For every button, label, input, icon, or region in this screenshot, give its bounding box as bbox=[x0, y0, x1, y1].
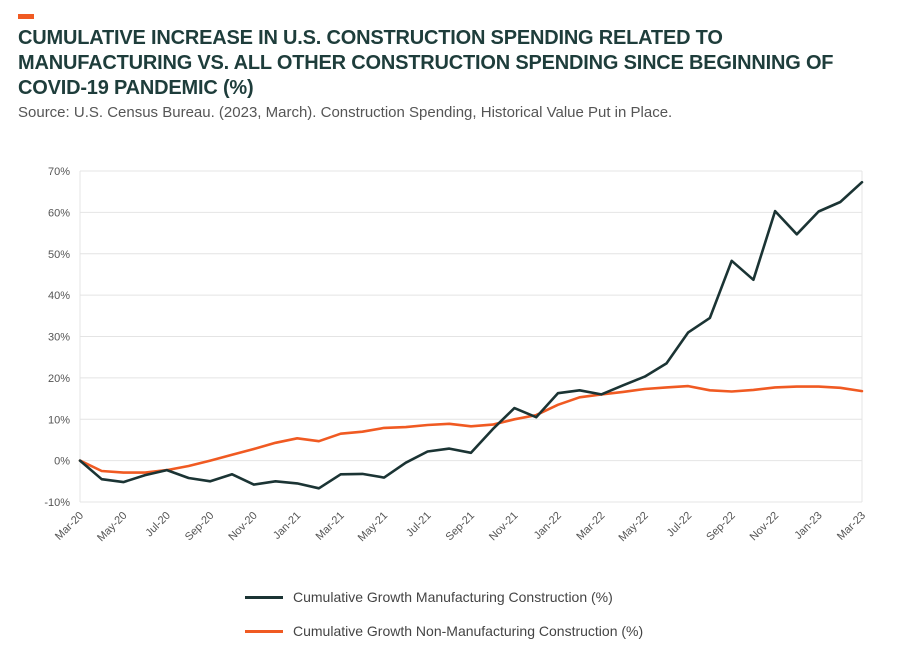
x-tick-label: Jan-21 bbox=[271, 510, 303, 542]
gridlines bbox=[79, 170, 863, 503]
y-tick-label: 50% bbox=[48, 249, 70, 261]
y-tick-label: 20% bbox=[48, 373, 70, 385]
y-tick-label: 70% bbox=[48, 166, 70, 178]
x-tick-label: Nov-20 bbox=[226, 510, 260, 544]
y-tick-label: 10% bbox=[48, 414, 70, 426]
x-tick-label: Sep-21 bbox=[444, 510, 478, 544]
x-tick-label: Mar-23 bbox=[835, 510, 868, 543]
legend-label-manufacturing: Cumulative Growth Manufacturing Construc… bbox=[293, 589, 613, 605]
series-line-non-manufacturing bbox=[78, 384, 864, 474]
series-lines bbox=[78, 180, 864, 490]
legend-swatch-non-manufacturing bbox=[245, 630, 283, 633]
y-axis-ticks: -10% 0% 10% 20% 30% 40% 50% 60% 70% bbox=[44, 166, 70, 509]
x-tick-label: Mar-21 bbox=[314, 510, 347, 543]
x-axis-ticks: Mar-20 May-20 Jul-20 Sep-20 Nov-20 Jan-21 Mar-… bbox=[53, 510, 868, 544]
x-tick-label: Jul-22 bbox=[665, 510, 695, 540]
x-tick-label: May-22 bbox=[616, 510, 650, 544]
y-tick-label: 60% bbox=[48, 207, 70, 219]
x-tick-label: Jul-20 bbox=[143, 510, 173, 540]
x-tick-label: Nov-21 bbox=[487, 510, 521, 544]
x-tick-label: Sep-20 bbox=[183, 510, 217, 544]
y-tick-label: -10% bbox=[44, 497, 70, 509]
x-tick-label: Mar-20 bbox=[53, 510, 86, 543]
x-tick-label: Jan-23 bbox=[792, 510, 824, 542]
x-tick-label: Mar-22 bbox=[574, 510, 607, 543]
legend-label-non-manufacturing: Cumulative Growth Non-Manufacturing Cons… bbox=[293, 623, 644, 639]
title-accent-bar bbox=[18, 14, 34, 19]
x-tick-label: Sep-22 bbox=[704, 510, 738, 544]
x-tick-label: Nov-22 bbox=[748, 510, 782, 544]
y-tick-label: 0% bbox=[54, 456, 70, 468]
chart-source: Source: U.S. Census Bureau. (2023, March… bbox=[18, 104, 673, 121]
x-tick-label: Jan-22 bbox=[532, 510, 564, 542]
chart-title: CUMULATIVE INCREASE IN U.S. CONSTRUCTION… bbox=[18, 27, 834, 99]
x-tick-label: May-20 bbox=[95, 510, 129, 544]
x-tick-label: Jul-21 bbox=[404, 510, 434, 540]
y-tick-label: 30% bbox=[48, 332, 70, 344]
series-line-manufacturing bbox=[78, 180, 864, 490]
legend-swatch-manufacturing bbox=[245, 596, 283, 599]
y-tick-label: 40% bbox=[48, 290, 70, 302]
x-tick-label: May-21 bbox=[356, 510, 390, 544]
